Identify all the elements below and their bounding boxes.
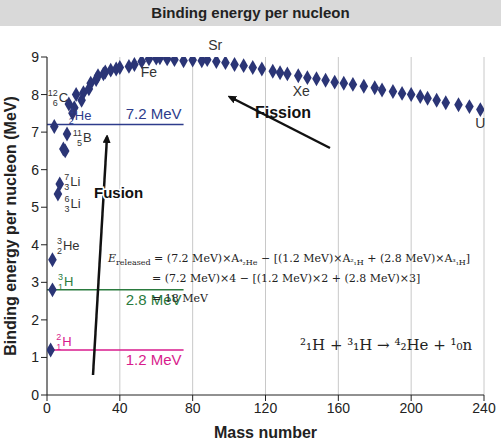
svg-text:3: 3 (57, 236, 62, 246)
svg-text:7.2 MeV: 7.2 MeV (126, 105, 182, 122)
svg-text:200: 200 (399, 400, 423, 416)
svg-text:= (7.2 MeV)×4 − [(1.2 MeV)×2 +: = (7.2 MeV)×4 − [(1.2 MeV)×2 + (2.8 MeV)… (152, 272, 420, 285)
svg-text:Mass number: Mass number (214, 424, 317, 441)
svg-text:6: 6 (64, 194, 69, 204)
svg-text:3: 3 (31, 274, 39, 290)
svg-text:5: 5 (31, 199, 39, 215)
svg-text:120: 120 (254, 400, 278, 416)
svg-text:9: 9 (31, 49, 39, 65)
svg-text:3: 3 (64, 182, 69, 192)
svg-text:2: 2 (57, 246, 62, 256)
svg-text:2.8 MeV: 2.8 MeV (126, 291, 182, 308)
svg-text:Fission: Fission (255, 104, 311, 121)
svg-text:He: He (63, 238, 80, 253)
svg-text:H: H (62, 334, 71, 349)
svg-text:H: H (64, 274, 73, 289)
svg-text:Ereleased = (7.2 MeV)×A⁴₂He −: Ereleased = (7.2 MeV)×A⁴₂He − [(1.2 MeV)… (107, 252, 470, 267)
svg-text:7: 7 (64, 172, 69, 182)
svg-text:6: 6 (31, 162, 39, 178)
html-text:Binding energy per nucleon: Binding energy per nucleon (151, 4, 350, 21)
svg-text:3: 3 (58, 272, 63, 282)
svg-text:5: 5 (77, 138, 82, 148)
svg-text:U: U (475, 115, 485, 131)
svg-text:²₁H + ³₁H → ⁴₂He + ¹₀n: ²₁H + ³₁H → ⁴₂He + ¹₀n (300, 336, 473, 354)
svg-text:He: He (75, 108, 92, 123)
svg-text:2: 2 (69, 116, 74, 126)
svg-text:1.2 MeV: 1.2 MeV (126, 351, 182, 368)
svg-text:Li: Li (70, 196, 80, 211)
svg-text:Fusion: Fusion (94, 184, 143, 201)
svg-text:Binding energy per nucleon (Me: Binding energy per nucleon (MeV) (8, 96, 19, 356)
svg-text:= 18 MeV: = 18 MeV (152, 292, 209, 305)
svg-text:C: C (59, 90, 68, 105)
svg-text:Sr: Sr (208, 37, 222, 53)
svg-text:B: B (83, 130, 92, 145)
svg-text:Li: Li (70, 174, 80, 189)
svg-text:2: 2 (31, 312, 39, 328)
svg-text:0: 0 (31, 387, 39, 403)
svg-text:4: 4 (31, 237, 39, 253)
svg-text:160: 160 (327, 400, 351, 416)
svg-text:1: 1 (58, 282, 63, 292)
svg-text:0: 0 (43, 400, 51, 416)
svg-text:Xe: Xe (293, 83, 310, 99)
svg-text:80: 80 (185, 400, 201, 416)
svg-text:240: 240 (472, 400, 493, 416)
svg-text:Fe: Fe (141, 64, 158, 80)
svg-text:2: 2 (56, 332, 61, 342)
svg-text:7: 7 (31, 124, 39, 140)
svg-text:3: 3 (64, 204, 69, 214)
svg-text:11: 11 (73, 128, 82, 138)
svg-text:12: 12 (48, 88, 58, 98)
svg-text:1: 1 (56, 342, 61, 352)
svg-text:8: 8 (31, 87, 39, 103)
svg-text:1: 1 (31, 349, 39, 365)
svg-text:40: 40 (112, 400, 128, 416)
svg-text:4: 4 (69, 106, 74, 116)
svg-text:6: 6 (53, 98, 58, 108)
